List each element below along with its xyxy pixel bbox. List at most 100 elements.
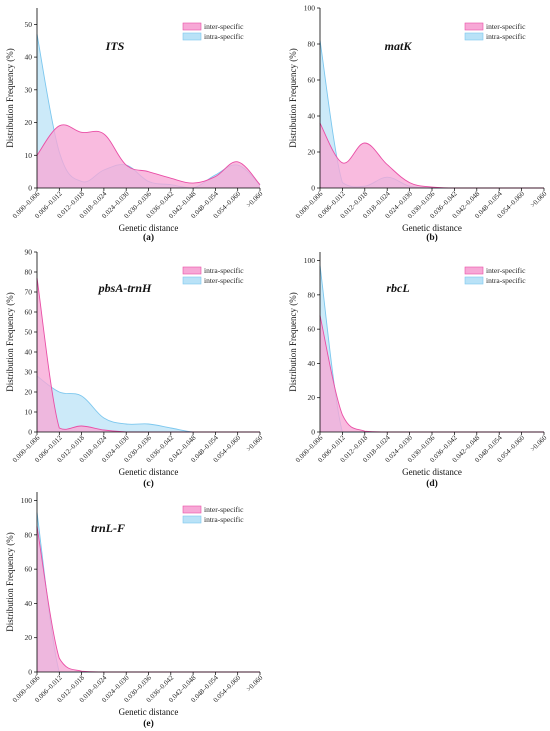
gene-title: matK: [385, 39, 413, 53]
y-tick-label: 0: [28, 428, 32, 437]
chart-panel-4: 0204060801000.000–0.0060.006–0.0120.012–…: [288, 252, 549, 489]
legend-swatch-intra-specific: [182, 515, 202, 524]
y-tick-label: 70: [25, 288, 33, 297]
y-tick-label: 30: [25, 368, 33, 377]
y-axis-title: Distribution Frequency (%): [288, 48, 298, 147]
y-tick-label: 20: [308, 148, 316, 157]
series-line-inter-specific: [36, 526, 260, 673]
y-tick-label: 60: [25, 565, 33, 574]
x-tick-label: >0.060: [245, 673, 265, 693]
gene-title: rbcL: [386, 281, 409, 295]
y-tick-label: 0: [311, 428, 315, 437]
series-area-inter-specific: [37, 376, 260, 432]
chart-panel-1: 010203040500.000–0.0060.006–0.0120.012–0…: [5, 8, 265, 243]
y-axis-title: Distribution Frequency (%): [5, 292, 15, 391]
legend-label: inter-specific: [486, 22, 526, 31]
y-tick-label: 20: [25, 388, 33, 397]
y-tick-label: 10: [25, 151, 33, 160]
gene-title: pbsA-trnH: [98, 281, 152, 295]
y-tick-label: 80: [308, 290, 316, 299]
legend-swatch-intra-specific: [182, 32, 202, 41]
series-area-inter-specific: [320, 315, 544, 432]
legend-label: inter-specific: [204, 22, 244, 31]
x-axis-title: Genetic distance: [119, 223, 179, 233]
x-tick-label: >0.060: [529, 189, 549, 209]
legend-label: intra-specific: [486, 276, 526, 285]
y-tick-label: 60: [25, 308, 33, 317]
y-tick-label: 30: [25, 85, 33, 94]
x-axis-title: Genetic distance: [119, 707, 179, 717]
legend-swatch-inter-specific: [182, 22, 202, 31]
x-axis-title: Genetic distance: [402, 223, 462, 233]
x-tick-label: >0.060: [245, 189, 265, 209]
y-tick-label: 0: [28, 668, 32, 677]
chart-panel-2: 0204060801000.000–0.0060.006–0.0120.012–…: [288, 4, 549, 244]
x-axis-title: Genetic distance: [402, 467, 462, 477]
panel-label: (b): [426, 232, 438, 243]
panel-label: (d): [426, 478, 438, 489]
y-tick-label: 40: [25, 53, 33, 62]
legend-label: intra-specific: [204, 266, 244, 275]
panel-label: (e): [143, 718, 154, 729]
x-tick-label: >0.060: [245, 433, 265, 453]
legend-label: intra-specific: [204, 515, 244, 524]
y-tick-label: 100: [21, 496, 33, 505]
chart-panel-5: 0204060801000.000–0.0060.006–0.0120.012–…: [5, 492, 265, 729]
legend-label: inter-specific: [204, 505, 244, 514]
y-tick-label: 40: [308, 359, 316, 368]
legend-label: intra-specific: [204, 32, 244, 41]
y-axis-title: Distribution Frequency (%): [5, 48, 15, 147]
y-tick-label: 60: [308, 325, 316, 334]
series-line-inter-specific: [319, 315, 544, 433]
legend-swatch-inter-specific: [182, 505, 202, 514]
series-area-inter-specific: [320, 123, 544, 188]
y-tick-label: 20: [25, 118, 33, 127]
y-tick-label: 100: [304, 4, 316, 13]
y-tick-label: 0: [311, 184, 315, 193]
y-tick-label: 80: [308, 40, 316, 49]
legend-label: inter-specific: [204, 276, 244, 285]
legend-swatch-inter-specific: [464, 22, 484, 31]
y-tick-label: 60: [308, 76, 316, 85]
y-tick-label: 50: [25, 328, 33, 337]
y-tick-label: 100: [304, 256, 316, 265]
series-area-intra-specific: [320, 265, 544, 432]
x-axis-title: Genetic distance: [119, 467, 179, 477]
chart-panel-3: 01020304050607080900.000–0.0060.006–0.01…: [5, 248, 265, 490]
y-tick-label: 10: [25, 408, 33, 417]
y-axis-title: Distribution Frequency (%): [5, 532, 15, 631]
y-tick-label: 90: [25, 248, 33, 257]
panel-label: (c): [143, 478, 154, 489]
legend-label: intra-specific: [486, 32, 526, 41]
y-tick-label: 80: [25, 530, 33, 539]
series-line-intra-specific: [36, 512, 260, 673]
series-line-intra-specific: [319, 265, 544, 433]
panel-label: (a): [143, 232, 154, 243]
legend-swatch-intra-specific: [182, 266, 202, 275]
legend-label: inter-specific: [486, 266, 526, 275]
gene-title: ITS: [105, 39, 125, 53]
y-tick-label: 40: [25, 348, 33, 357]
gene-title: trnL-F: [91, 521, 125, 535]
y-axis-title: Distribution Frequency (%): [288, 292, 298, 391]
y-tick-label: 40: [25, 599, 33, 608]
y-tick-label: 20: [308, 393, 316, 402]
y-tick-label: 50: [25, 20, 33, 29]
legend-swatch-intra-specific: [464, 276, 484, 285]
legend-swatch-inter-specific: [182, 276, 202, 285]
series-area-inter-specific: [37, 526, 260, 672]
y-tick-label: 40: [308, 112, 316, 121]
legend-swatch-inter-specific: [464, 266, 484, 275]
series-area-intra-specific: [37, 512, 260, 672]
series-area-inter-specific: [37, 124, 260, 188]
legend-swatch-intra-specific: [464, 32, 484, 41]
y-tick-label: 0: [28, 184, 32, 193]
y-tick-label: 80: [25, 268, 33, 277]
y-tick-label: 20: [25, 633, 33, 642]
